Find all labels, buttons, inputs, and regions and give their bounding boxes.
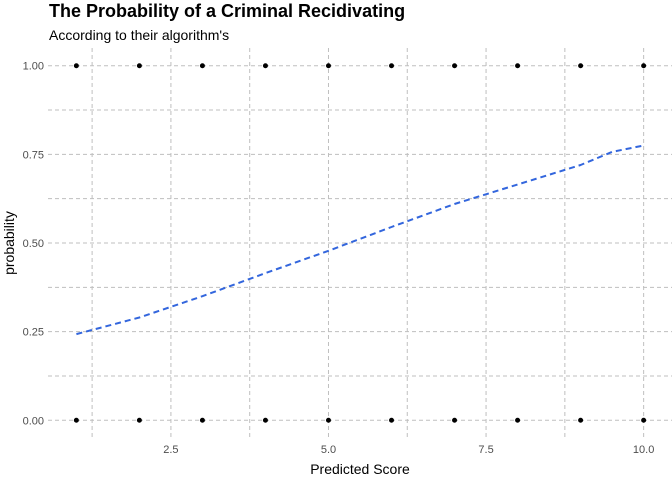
data-point [199,63,205,69]
data-point [262,417,268,423]
fitted-probability-curve [76,144,644,336]
data-point [136,63,142,69]
y-axis-ticks: 0.00 0.25 0.50 0.75 1.00 [23,61,44,428]
y-tick-label: 0.50 [23,238,44,250]
data-point [515,63,521,69]
y-axis-title: probability [1,211,17,275]
y-tick-label: 0.25 [23,327,44,339]
fitted-curve-layer [76,144,644,336]
chart-title: The Probability of a Criminal Recidivati… [49,1,405,21]
data-point [325,63,331,69]
data-point [452,417,458,423]
chart-subtitle: According to their algorithm's [49,27,229,43]
data-point [389,63,395,69]
x-axis-title: Predicted Score [310,461,410,477]
y-tick-label: 0.75 [23,149,44,161]
y-tick-label: 0.00 [23,415,44,427]
data-point [578,417,584,423]
data-point [641,63,647,69]
data-point [641,417,647,423]
grid [48,48,672,438]
data-point [515,417,521,423]
x-tick-label: 5.0 [321,444,336,456]
data-point [262,63,268,69]
data-point [389,417,395,423]
x-axis-ticks: 2.5 5.0 7.5 10.0 [163,444,654,456]
data-point [578,63,584,69]
x-tick-label: 2.5 [163,444,178,456]
x-tick-label: 10.0 [633,444,654,456]
data-point [325,417,331,423]
x-tick-label: 7.5 [478,444,493,456]
data-points [73,63,647,423]
data-point [452,63,458,69]
data-point [199,417,205,423]
data-point [73,63,79,69]
data-point [136,417,142,423]
y-tick-label: 1.00 [23,61,44,73]
data-point [73,417,79,423]
